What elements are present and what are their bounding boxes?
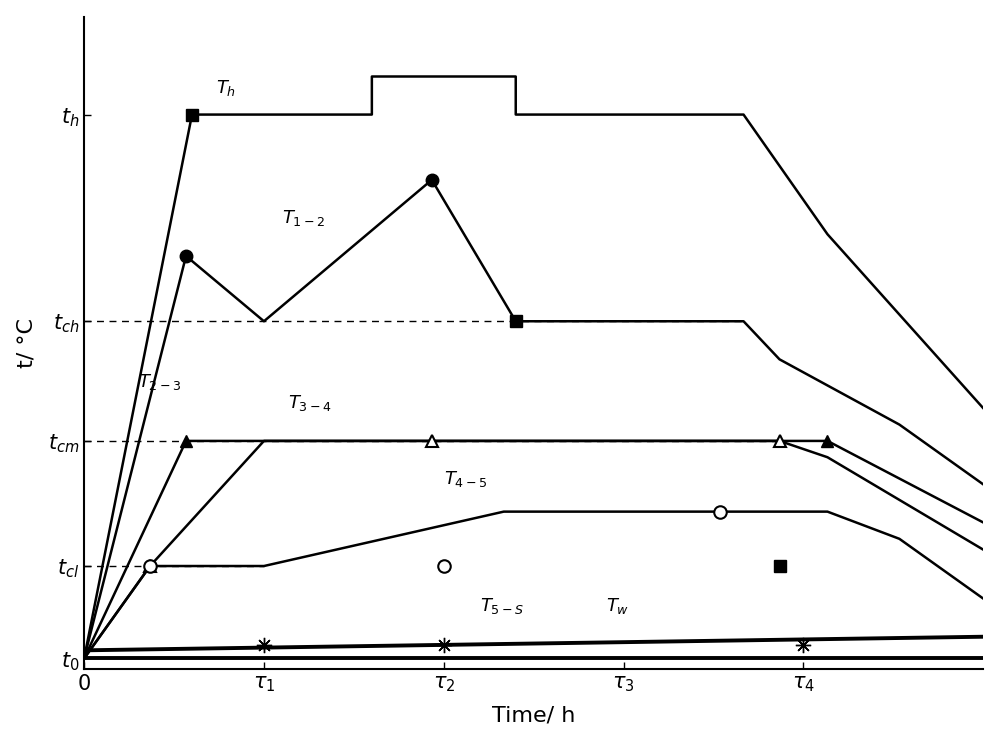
Y-axis label: t/ °C: t/ °C [17, 318, 37, 368]
Text: $T_w$: $T_w$ [606, 596, 629, 616]
X-axis label: Time/ h: Time/ h [492, 706, 575, 726]
Text: $T_{4-5}$: $T_{4-5}$ [444, 470, 487, 490]
Text: $T_{2-3}$: $T_{2-3}$ [138, 372, 181, 392]
Text: $T_h$: $T_h$ [216, 78, 236, 98]
Text: $T_{3-4}$: $T_{3-4}$ [288, 393, 332, 413]
Text: $T_{5-S}$: $T_{5-S}$ [480, 596, 524, 616]
Text: $T_{1-2}$: $T_{1-2}$ [282, 209, 325, 229]
